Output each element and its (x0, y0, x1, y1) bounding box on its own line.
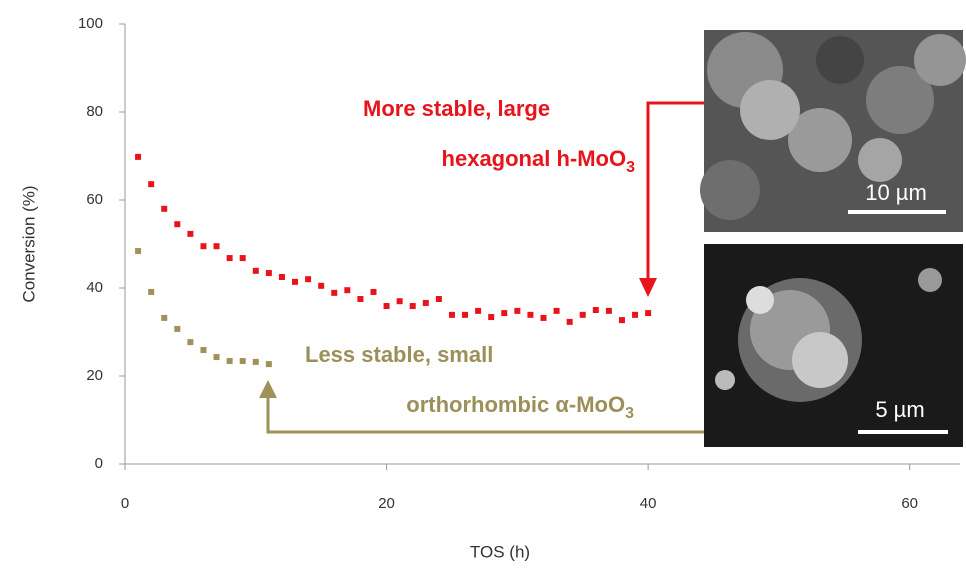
point (239, 255, 246, 262)
point (383, 303, 390, 310)
annotation-text: hexagonal h-MoO (442, 146, 627, 171)
point (226, 358, 233, 365)
arrow-head (639, 278, 657, 297)
point (409, 303, 416, 310)
point (174, 221, 181, 228)
point (265, 270, 272, 277)
x-tick-label: 20 (378, 495, 395, 512)
point (161, 205, 168, 212)
point (579, 311, 586, 318)
scale-bar-label: 5 µm (875, 397, 924, 422)
annotation-text: Less stable, small (305, 342, 493, 367)
point (305, 276, 312, 283)
point (514, 307, 521, 314)
x-tick-label: 40 (640, 495, 657, 512)
annotation-subscript: 3 (625, 405, 634, 422)
point (213, 354, 220, 361)
x-axis-label: TOS (h) (470, 542, 530, 561)
point (501, 310, 508, 317)
annotation-text: More stable, large (363, 96, 550, 121)
point (566, 318, 573, 325)
annotation: hexagonal h-MoO3 (442, 146, 636, 176)
point (435, 296, 442, 302)
y-tick-label: 100 (78, 15, 103, 32)
point (357, 296, 364, 302)
point (239, 358, 246, 365)
point (187, 230, 194, 237)
point (174, 325, 181, 332)
scale-bar-label: 10 µm (865, 180, 927, 205)
point (527, 311, 534, 318)
point (252, 267, 259, 274)
sem-image-bottom (704, 244, 963, 447)
annotation: More stable, large (363, 96, 550, 121)
arrow (646, 101, 704, 285)
y-axis-label: Conversion (%) (19, 185, 38, 302)
y-tick-label: 60 (86, 191, 103, 208)
point (592, 307, 599, 313)
point (540, 314, 547, 321)
arrow-head (259, 380, 277, 398)
annotation: Less stable, small (305, 342, 493, 367)
point (344, 287, 351, 294)
point (161, 314, 168, 321)
point (278, 274, 285, 280)
point (488, 314, 495, 321)
point (605, 307, 612, 314)
arrow (266, 392, 704, 434)
sem-image-top (700, 30, 966, 232)
annotation: orthorhombic α-MoO3 (406, 392, 634, 422)
point (148, 288, 155, 295)
point (187, 339, 194, 346)
x-tick-label: 60 (901, 495, 918, 512)
point (148, 181, 155, 188)
y-tick-label: 40 (86, 279, 103, 296)
point (462, 311, 469, 318)
point (422, 299, 429, 306)
point (396, 298, 403, 305)
x-tick-label: 0 (121, 495, 129, 512)
point (448, 311, 455, 318)
point (292, 278, 299, 285)
point (645, 310, 652, 317)
point (213, 243, 220, 250)
point (200, 347, 207, 354)
point (226, 255, 233, 262)
point (318, 282, 325, 289)
point (632, 311, 639, 318)
point (618, 317, 625, 324)
point (135, 248, 142, 255)
point (331, 289, 338, 296)
point (200, 243, 207, 250)
point (475, 307, 482, 314)
point (135, 153, 142, 160)
annotation-subscript: 3 (626, 159, 635, 176)
y-tick-label: 0 (95, 455, 103, 472)
point (252, 358, 259, 365)
y-tick-label: 20 (86, 367, 103, 384)
point (370, 288, 377, 295)
annotation-text: orthorhombic α-MoO (406, 392, 625, 417)
point (553, 307, 560, 314)
point (265, 361, 272, 368)
y-tick-label: 80 (86, 103, 103, 120)
